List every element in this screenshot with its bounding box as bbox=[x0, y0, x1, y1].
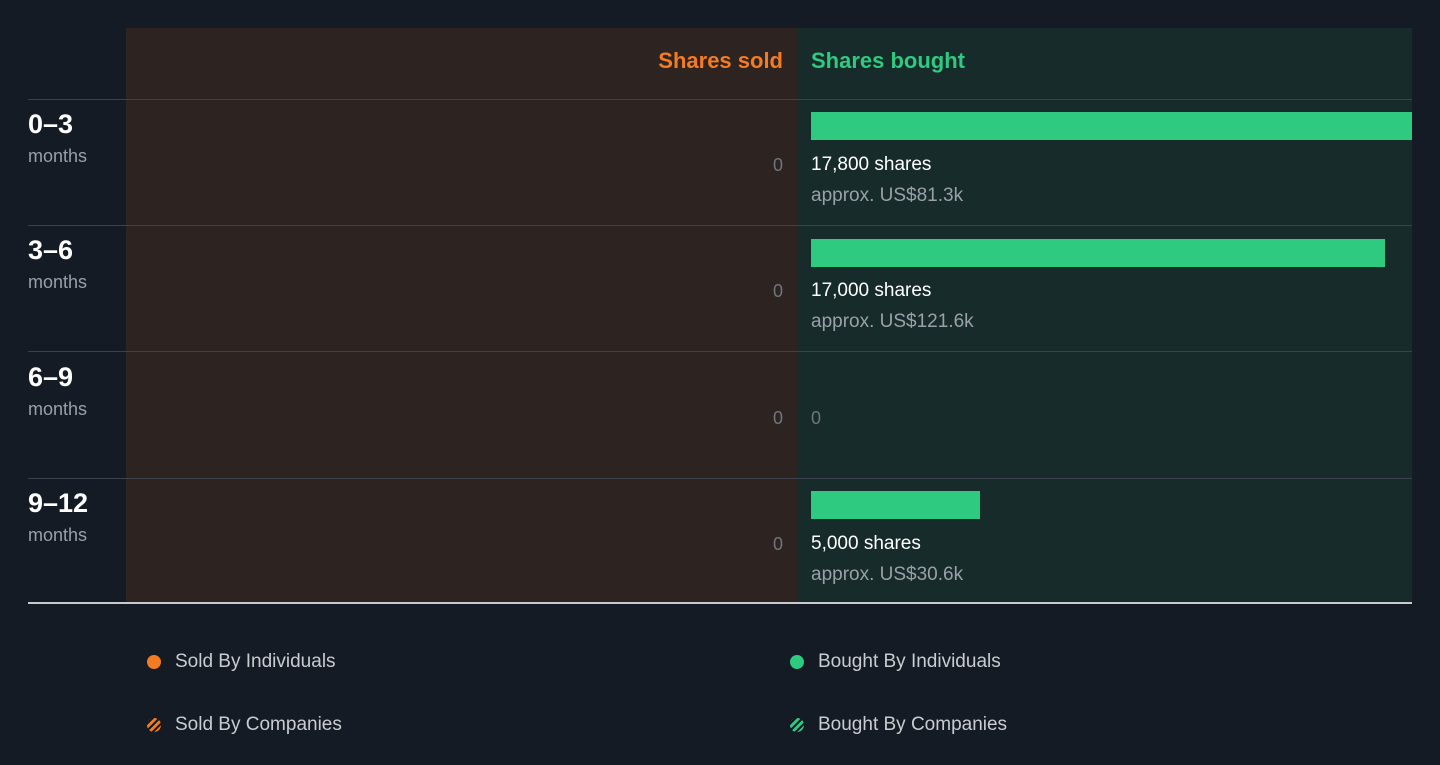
legend-bought-by-individuals[interactable]: Bought By Individuals bbox=[790, 650, 1001, 674]
bought-bar-3-6-months bbox=[811, 239, 1385, 267]
row-unit: months bbox=[28, 525, 88, 545]
bought-value-3-6-months: approx. US$121.6k bbox=[811, 311, 974, 332]
legend-label: Bought By Companies bbox=[818, 714, 1008, 735]
row-label-9-12-months: 9–12 months bbox=[28, 487, 88, 547]
sold-value-0-3-months: 0 bbox=[772, 155, 783, 175]
row-range: 9–12 bbox=[28, 488, 89, 518]
bought-shares-0-3-months: 17,800 shares bbox=[811, 154, 932, 175]
row-unit: months bbox=[28, 146, 88, 166]
row-divider bbox=[28, 351, 1412, 352]
hatched-dot-green-icon bbox=[790, 718, 804, 732]
sold-value-6-9-months: 0 bbox=[772, 408, 783, 428]
bought-value-6-9-months: 0 bbox=[811, 408, 822, 428]
legend-sold-by-individuals[interactable]: Sold By Individuals bbox=[147, 650, 336, 674]
row-range: 3–6 bbox=[28, 235, 74, 265]
legend-label: Sold By Companies bbox=[175, 714, 342, 735]
legend-sold-by-companies[interactable]: Sold By Companies bbox=[147, 713, 342, 737]
row-divider bbox=[28, 99, 1412, 100]
row-range: 6–9 bbox=[28, 362, 74, 392]
row-label-6-9-months: 6–9 months bbox=[28, 361, 87, 421]
bought-shares-9-12-months: 5,000 shares bbox=[811, 533, 921, 554]
bought-bar-9-12-months bbox=[811, 491, 980, 519]
row-range: 0–3 bbox=[28, 109, 74, 139]
shares-bought-header: Shares bought bbox=[811, 48, 966, 73]
sold-value-9-12-months: 0 bbox=[772, 534, 783, 554]
hatched-dot-orange-icon bbox=[147, 718, 161, 732]
row-label-0-3-months: 0–3 months bbox=[28, 108, 87, 168]
bought-value-0-3-months: approx. US$81.3k bbox=[811, 185, 964, 206]
row-divider bbox=[28, 478, 1412, 479]
solid-dot-green-icon bbox=[790, 655, 804, 669]
bought-bar-0-3-months bbox=[811, 112, 1412, 140]
shares-sold-header: Shares sold bbox=[658, 48, 783, 73]
shares-sold-panel bbox=[126, 28, 797, 602]
row-label-3-6-months: 3–6 months bbox=[28, 234, 87, 294]
bought-value-9-12-months: approx. US$30.6k bbox=[811, 564, 964, 585]
row-divider bbox=[28, 225, 1412, 226]
legend-label: Bought By Individuals bbox=[818, 651, 1001, 672]
sold-value-3-6-months: 0 bbox=[772, 281, 783, 301]
legend-bought-by-companies[interactable]: Bought By Companies bbox=[790, 713, 1007, 737]
bought-shares-3-6-months: 17,000 shares bbox=[811, 280, 932, 301]
row-unit: months bbox=[28, 272, 88, 292]
row-unit: months bbox=[28, 399, 88, 419]
solid-dot-orange-icon bbox=[147, 655, 161, 669]
legend-label: Sold By Individuals bbox=[175, 651, 336, 672]
insider-trading-chart: Shares sold Shares bought 0–3 months 0 1… bbox=[28, 28, 1412, 604]
chart-baseline bbox=[28, 602, 1412, 604]
